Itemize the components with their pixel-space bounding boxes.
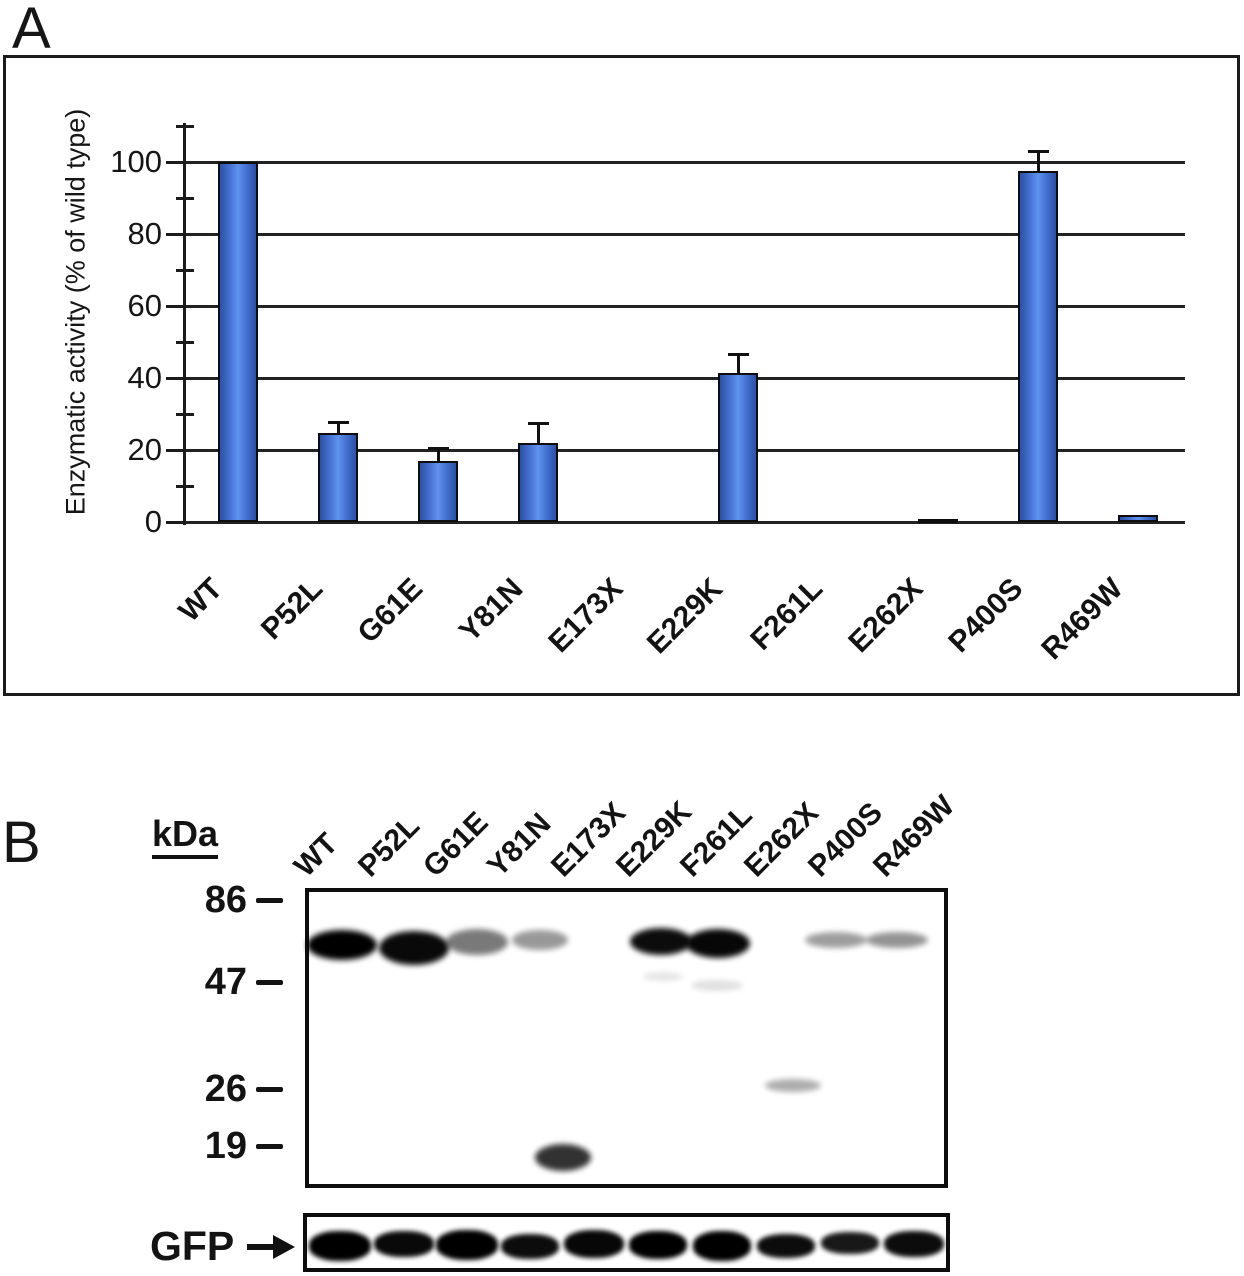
gfp-band-Y81N (501, 1233, 559, 1259)
bar-WT (218, 162, 258, 522)
y-tick-80 (166, 232, 186, 236)
y-tick-label-0: 0 (144, 504, 162, 539)
y-minor-tick-90 (176, 196, 194, 200)
blot-band-E262X (765, 1078, 821, 1092)
lane-label-G61E: G61E (416, 805, 495, 884)
marker-label-47: 47 (204, 961, 247, 1003)
blot-band-E229K (643, 971, 683, 981)
bar-R469W (1118, 514, 1158, 522)
error-bar-P400S (1036, 151, 1040, 171)
marker-label-86: 86 (204, 879, 247, 921)
blot-band-F261L (686, 928, 750, 958)
y-tick-60 (166, 304, 186, 308)
blot-band-G61E (446, 929, 508, 955)
gfp-band-R469W (884, 1231, 944, 1257)
blot-band-E229K (630, 927, 692, 955)
marker-label-19: 19 (204, 1125, 247, 1167)
gfp-band-G61E (436, 1230, 498, 1260)
gfp-arrow (247, 1244, 275, 1250)
error-cap-Y81N (527, 421, 549, 425)
y-minor-tick-110 (176, 124, 194, 128)
marker-dash-19 (256, 1144, 283, 1149)
panel-a-label: A (12, 0, 51, 61)
bar-E229K (718, 372, 758, 522)
blot-band-F261L (691, 979, 743, 991)
y-tick-label-60: 60 (127, 288, 162, 323)
gridline-60 (185, 304, 1185, 308)
marker-label-26: 26 (204, 1068, 247, 1110)
gfp-band-WT (309, 1231, 371, 1261)
lane-label-R469W: R469W (866, 789, 961, 884)
error-cap-P52L (327, 420, 349, 424)
gfp-band-P400S (821, 1232, 879, 1254)
y-tick-40 (166, 376, 186, 380)
gfp-band-E229K (629, 1231, 687, 1259)
blot-band-P400S (805, 932, 867, 948)
error-cap-G61E (427, 446, 449, 450)
error-bar-E229K (736, 354, 740, 373)
error-bar-G61E (436, 448, 440, 461)
bar-Y81N (518, 442, 558, 522)
gfp-label: GFP (150, 1223, 235, 1269)
bar-P400S (1018, 171, 1058, 522)
y-minor-tick-50 (176, 340, 194, 344)
y-tick-label-80: 80 (127, 216, 162, 251)
panel-b-label: B (2, 810, 41, 875)
bar-E262X (918, 519, 958, 524)
y-tick-label-40: 40 (127, 360, 162, 395)
y-axis-line (183, 123, 186, 525)
blot-band-P52L (379, 931, 449, 965)
error-cap-E229K (727, 353, 749, 357)
gfp-blot-box (303, 1213, 950, 1272)
y-minor-tick-70 (176, 268, 194, 272)
gridline-0 (185, 520, 1185, 524)
blot-band-WT (307, 930, 377, 960)
gfp-band-F261L (693, 1231, 751, 1261)
main-blot-box (305, 888, 948, 1188)
y-tick-label-100: 100 (110, 144, 162, 179)
gridline-20 (185, 448, 1185, 452)
lane-label-P52L: P52L (352, 809, 427, 884)
blot-band-Y81N (512, 930, 568, 950)
blot-band-E173X (535, 1143, 591, 1171)
bar-P52L (318, 433, 358, 522)
blot-band-R469W (866, 932, 928, 948)
gfp-band-E173X (564, 1230, 624, 1258)
marker-dash-47 (256, 980, 283, 985)
error-bar-Y81N (536, 423, 540, 443)
y-minor-tick-10 (176, 484, 194, 488)
lane-label-Y81N: Y81N (480, 806, 558, 884)
error-bar-P52L (336, 422, 340, 434)
error-cap-P400S (1027, 149, 1049, 153)
gridline-40 (185, 376, 1185, 380)
lane-label-WT: WT (287, 826, 345, 884)
gfp-arrow-head (273, 1235, 295, 1259)
marker-dash-86 (256, 898, 283, 903)
gfp-band-P52L (374, 1231, 434, 1257)
lane-label-E173X: E173X (545, 796, 633, 884)
y-tick-label-20: 20 (127, 432, 162, 467)
y-tick-20 (166, 448, 186, 452)
gfp-band-E262X (757, 1234, 815, 1258)
kda-header: kDa (152, 814, 219, 859)
gridline-100 (185, 160, 1185, 164)
gridline-80 (185, 232, 1185, 236)
y-minor-tick-30 (176, 412, 194, 416)
marker-dash-26 (256, 1087, 283, 1092)
bar-G61E (418, 460, 458, 522)
y-tick-100 (166, 160, 186, 164)
y-tick-0 (166, 520, 186, 524)
